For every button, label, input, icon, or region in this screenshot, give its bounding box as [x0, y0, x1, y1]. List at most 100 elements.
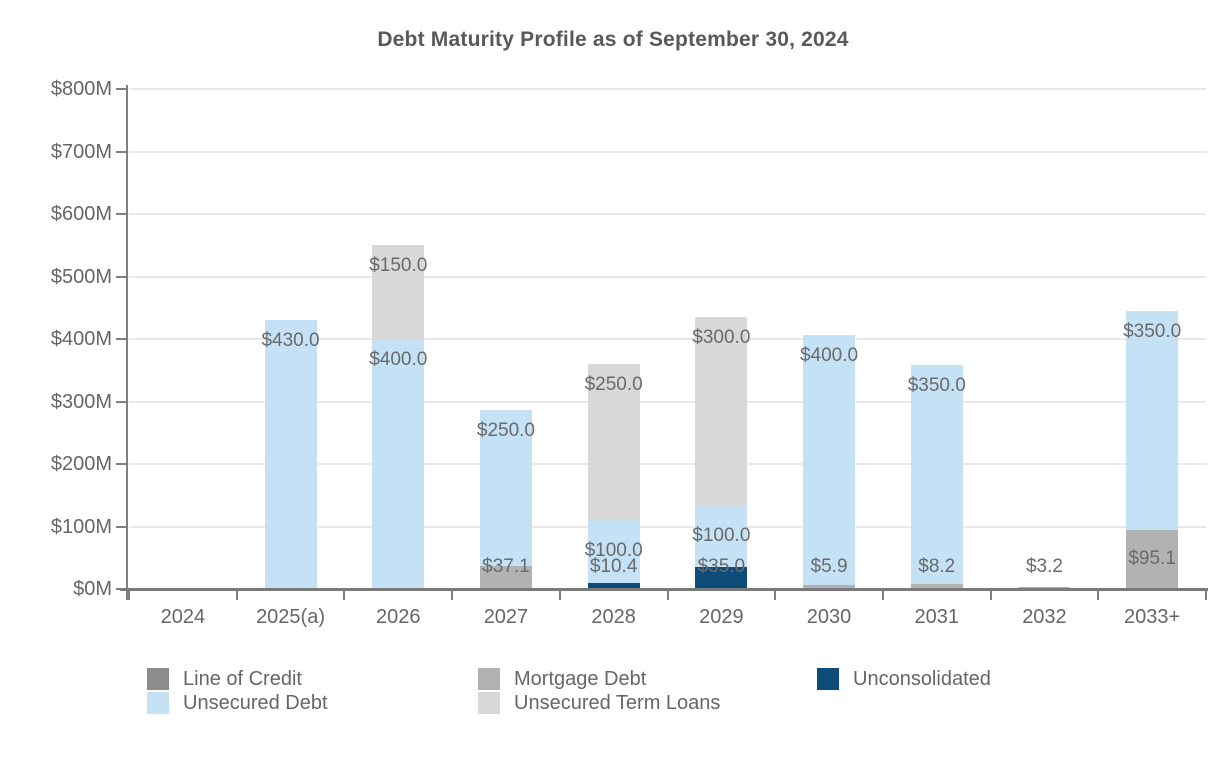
x-axis-tick	[128, 591, 130, 600]
legend-label: Line of Credit	[183, 668, 302, 690]
chart-legend: Line of Credit Mortgage Debt Unconsolidate…	[147, 668, 991, 714]
legend-item: Unsecured Term Loans	[478, 692, 817, 714]
x-axis-category-label: 2027	[483, 606, 529, 628]
x-axis-tick	[235, 591, 238, 600]
legend-swatch-icon	[478, 668, 500, 690]
gridline	[129, 88, 1206, 90]
y-axis-tick	[116, 463, 127, 465]
gridline	[129, 463, 1206, 465]
x-axis-category-label: 2031	[914, 606, 959, 628]
x-axis-tick	[881, 591, 884, 600]
legend-item: Unsecured Debt	[147, 692, 478, 714]
bar-segment	[479, 409, 532, 566]
bar-segment-label: $37.1	[482, 556, 530, 577]
bar-segment	[910, 583, 963, 589]
x-axis-category-label: 2032	[1022, 606, 1067, 628]
x-axis-tick	[1205, 591, 1207, 600]
legend-label: Mortgage Debt	[514, 668, 647, 690]
bar-segment	[587, 520, 640, 583]
x-axis-category-label: 2028	[591, 606, 636, 628]
bar-segment-label: $3.2	[1025, 556, 1063, 577]
bar-segment	[695, 504, 748, 568]
bar-segment-label: $350.0	[907, 375, 966, 397]
bar-segment-label: $150.0	[369, 255, 428, 277]
bar-segment-label: $100.0	[692, 524, 751, 546]
legend-item: Mortgage Debt	[478, 668, 817, 690]
legend-item: Line of Credit	[147, 668, 478, 690]
bar-segment	[1126, 529, 1179, 589]
x-axis-tick	[1097, 591, 1100, 600]
bar-segment	[803, 585, 856, 589]
y-axis-tick	[116, 88, 127, 90]
y-axis-line	[126, 85, 128, 600]
bar-segment	[264, 320, 317, 589]
x-axis-tick	[343, 591, 346, 600]
x-axis-category-label: 2024	[160, 606, 206, 628]
gridline	[129, 525, 1206, 528]
bar-segment-label: $350.0	[1123, 320, 1182, 342]
bar-segment	[695, 317, 748, 505]
legend-swatch-icon	[817, 668, 839, 690]
gridline	[129, 275, 1206, 278]
bar-segment-label: $430.0	[261, 330, 320, 352]
legend-label: Unconsolidated	[853, 668, 991, 690]
x-axis-tick	[451, 591, 454, 600]
gridline	[129, 213, 1206, 215]
x-axis-category-label: 2026	[375, 606, 421, 628]
bar-segment-label: $100.0	[584, 540, 643, 562]
gridline	[129, 400, 1206, 403]
y-axis-tick	[116, 275, 127, 278]
legend-label: Unsecured Debt	[183, 692, 328, 714]
bar-segment-label: $400.0	[369, 349, 428, 370]
legend-label: Unsecured Term Loans	[514, 692, 721, 714]
x-axis-tick	[666, 591, 669, 600]
x-axis-category-label: 2029	[699, 606, 744, 628]
bar-segment	[372, 245, 425, 339]
gridline	[129, 150, 1206, 153]
gridline	[129, 338, 1206, 340]
bar-segment-label: $5.9	[810, 556, 848, 577]
bar-segment-label: $35.0	[697, 556, 746, 577]
y-axis-tick-label: $200M	[50, 453, 112, 475]
chart-title: Debt Maturity Profile as of September 30…	[377, 28, 849, 51]
y-axis-tick-label: $300M	[50, 390, 112, 413]
bar-segment	[587, 363, 640, 520]
y-axis-tick	[116, 338, 127, 340]
legend-swatch-icon	[147, 668, 169, 690]
x-axis-line	[120, 588, 1208, 591]
bar-segment	[1126, 310, 1179, 530]
x-axis-tick	[989, 591, 992, 600]
legend-swatch-icon	[478, 692, 500, 714]
y-axis-tick-label: $400M	[50, 328, 112, 350]
x-axis-category-label: 2025(a)	[256, 606, 325, 628]
y-axis-tick-label: $700M	[50, 140, 112, 163]
bar-segment-label: $95.1	[1128, 548, 1176, 570]
bar-segment-label: $250.0	[476, 419, 535, 441]
x-axis-tick	[558, 591, 561, 600]
x-axis-category-label: 2033+	[1124, 606, 1181, 628]
y-axis-tick	[116, 525, 127, 528]
bar-segment	[587, 582, 640, 589]
bar-segment	[479, 565, 532, 589]
bar-segment-label: $300.0	[692, 327, 751, 349]
y-axis-tick	[116, 150, 127, 153]
legend-swatch-icon	[147, 692, 169, 714]
bar-segment	[910, 365, 963, 584]
y-axis-tick-label: $0M	[73, 578, 112, 600]
bar-segment	[803, 335, 856, 586]
x-axis-category-label: 2030	[806, 606, 852, 628]
y-axis-tick-label: $600M	[50, 203, 112, 225]
y-axis-tick	[116, 213, 127, 215]
legend-item: Unconsolidated	[817, 668, 991, 690]
bar-segment	[372, 339, 425, 589]
bar-segment-label: $250.0	[584, 373, 643, 395]
bar-segment-label: $8.2	[918, 556, 956, 577]
y-axis-tick-label: $100M	[50, 515, 112, 538]
x-axis-tick	[774, 591, 777, 600]
bar-segment	[695, 567, 748, 589]
bar-segment-label: $10.4	[589, 556, 638, 577]
bar-segment-label: $400.0	[799, 345, 859, 367]
y-axis-tick-label: $500M	[50, 265, 112, 288]
y-axis-tick-label: $800M	[50, 78, 112, 100]
